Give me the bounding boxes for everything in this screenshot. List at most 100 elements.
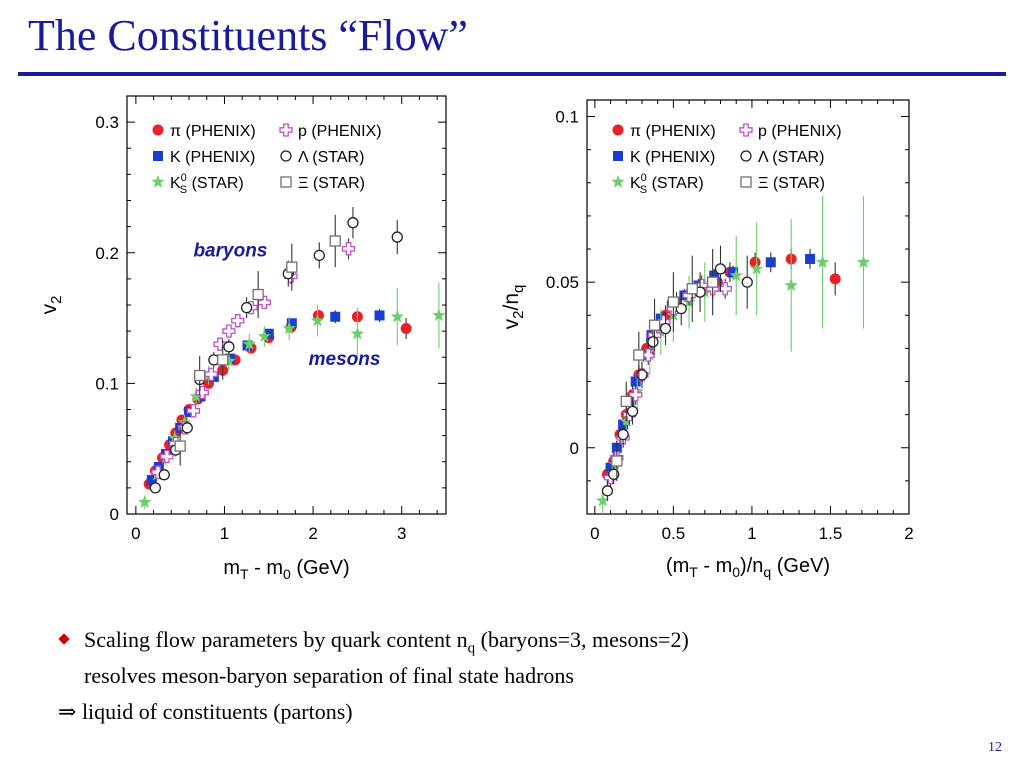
legend-marker-pi (152, 124, 164, 136)
legend-label-K0S: K0 S (STAR) (170, 172, 244, 196)
plot-frame (586, 99, 910, 515)
x-axis-label: (mT - m0)/nq (GeV) (666, 555, 830, 580)
slide-title: The Constituents “Flow” (28, 11, 468, 60)
data-point-Xi (633, 349, 645, 361)
data-point-Lambda (647, 336, 659, 348)
data-point-Lambda (223, 341, 235, 353)
legend-marker-K0S (611, 175, 625, 188)
legend-label-pi: π (PHENIX) (630, 123, 716, 140)
data-point-K (330, 311, 341, 322)
chart-panel-1: 0 1 2 3 0 0.1 0.2 0.3 mT - m0 (GeV) v2 baryons meso… (38, 95, 447, 582)
data-point-p (718, 282, 732, 296)
data-point-K0S (390, 309, 404, 323)
data-point-pi (829, 273, 841, 285)
x-tick-label: 3 (397, 524, 406, 543)
title-divider (18, 72, 1006, 76)
x-tick-label: 2 (308, 524, 317, 543)
x-axis-label: mT - m0 (GeV) (223, 557, 349, 582)
bullet-text: Scaling flow parameters by quark content… (84, 627, 468, 652)
data-point-Lambda (240, 301, 253, 314)
data-point-Lambda (636, 369, 648, 381)
legend-label-p: p (PHENIX) (298, 123, 382, 140)
conclusion-line: ⇒ liquid of constituents (partons) (58, 696, 689, 728)
data-point-Lambda (601, 485, 614, 497)
data-point-Xi (329, 235, 341, 247)
bullet-item-scaling: Scaling flow parameters by quark content… (58, 624, 689, 692)
data-point-Lambda (626, 405, 639, 417)
data-point-Lambda (158, 469, 170, 481)
y-tick-label: 0.1 (555, 108, 579, 127)
legend-marker-Lambda (740, 150, 752, 162)
bullet-text-tail: (baryons=3, mesons=2) (475, 627, 689, 652)
series-Xi (611, 249, 719, 481)
y-tick-label: 0.2 (95, 244, 119, 263)
data-point-Lambda (181, 422, 193, 434)
data-point-K0S (729, 268, 743, 282)
data-point-K (146, 475, 157, 486)
data-point-Lambda (617, 428, 629, 441)
data-point-Lambda (347, 217, 359, 229)
data-point-K0S (242, 337, 256, 350)
data-point-Lambda (741, 276, 753, 288)
data-point-Lambda (608, 468, 620, 480)
chart-legend: π (PHENIX) p (PHENIX) K (PHENIX) Λ (STAR) K0… (151, 123, 382, 196)
data-point-Lambda (313, 249, 325, 262)
y-axis-label: v2/nq (500, 285, 527, 330)
legend-label-Lambda: Λ (STAR) (298, 149, 364, 166)
legend-marker-Lambda (280, 150, 292, 162)
data-point-p (231, 314, 245, 328)
series-K0S (138, 282, 446, 509)
data-point-pi (400, 323, 412, 335)
y-tick-label: 0 (570, 439, 579, 458)
x-tick-label: 0 (590, 524, 599, 543)
legend-marker-p (739, 123, 753, 137)
data-point-Xi (252, 288, 264, 301)
data-point-Xi (707, 276, 719, 288)
y-tick-label: 0.1 (95, 374, 119, 393)
legend-label-Xi: Ξ (STAR) (298, 175, 365, 192)
data-point-p (222, 324, 236, 338)
page-number: 12 (988, 740, 1002, 755)
y-tick-label: 0 (110, 505, 119, 524)
data-point-K0S (257, 329, 271, 342)
x-tick-label: 1 (220, 524, 229, 543)
data-point-Xi (648, 319, 661, 331)
data-point-Xi (620, 395, 632, 408)
x-tick-label: 0.5 (662, 524, 686, 543)
data-point-p (186, 404, 201, 418)
data-point-Lambda (391, 231, 403, 243)
y-axis-label: v2 (38, 296, 65, 315)
x-tick-label: 0 (131, 524, 140, 543)
data-point-K (709, 270, 720, 281)
legend-label-K0S: K0 S (STAR) (630, 172, 704, 196)
legend-marker-p (279, 123, 293, 137)
data-point-pi (312, 309, 324, 321)
series-Xi (174, 214, 341, 466)
data-point-Xi (611, 455, 623, 467)
data-point-K0S (750, 261, 764, 275)
data-point-K0S (784, 278, 798, 292)
data-point-Lambda (714, 263, 727, 275)
legend-marker-Xi (740, 176, 752, 188)
data-point-Xi (686, 283, 698, 295)
x-tick-label: 2 (904, 524, 913, 543)
data-point-Xi (217, 354, 229, 366)
legend-label-p: p (PHENIX) (758, 123, 842, 140)
x-tick-label: 1.5 (819, 524, 843, 543)
data-point-K0S (222, 354, 236, 367)
data-point-K (374, 310, 385, 321)
x-tick-label: 1 (747, 524, 756, 543)
legend-marker-Xi (280, 176, 292, 188)
data-point-Xi (667, 296, 680, 308)
legend-label-pi: π (PHENIX) (170, 123, 256, 140)
flow-charts: 0 1 2 3 0 0.1 0.2 0.3 mT - m0 (GeV) v2 baryons meso… (38, 95, 914, 582)
legend-marker-K0S (151, 175, 165, 188)
data-point-K0S (856, 255, 871, 268)
data-point-Xi (194, 369, 206, 382)
bullet-list: Scaling flow parameters by quark content… (58, 624, 689, 728)
data-point-Xi (174, 440, 186, 452)
series-pi (143, 309, 412, 490)
implies-arrow-icon: ⇒ (58, 699, 77, 725)
data-point-K0S (432, 308, 446, 322)
data-point-K0S (350, 326, 364, 340)
